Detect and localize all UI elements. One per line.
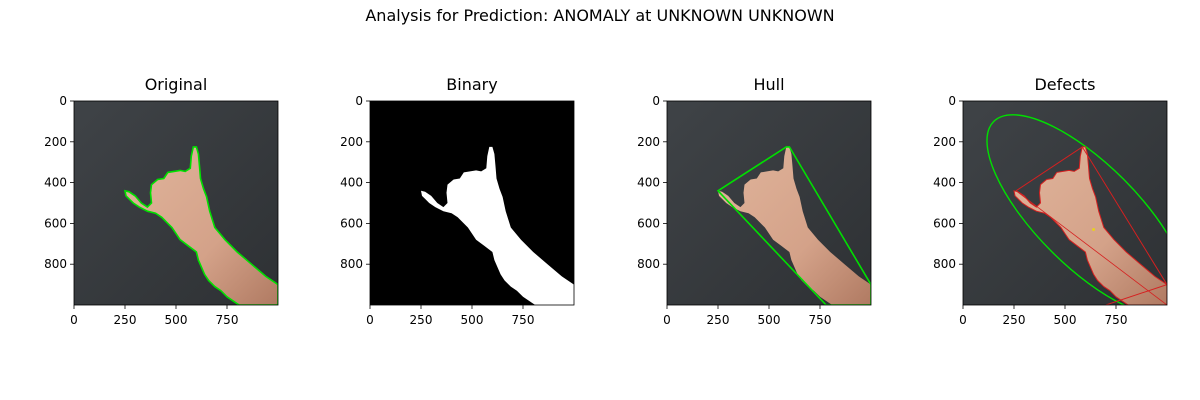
x-tick-label: 500 <box>1054 313 1077 327</box>
figure-title: Analysis for Prediction: ANOMALY at UNKN… <box>365 6 835 25</box>
y-tick-label: 600 <box>933 216 956 230</box>
y-tick-label: 400 <box>44 176 67 190</box>
image-content <box>370 101 574 305</box>
x-tick-label: 0 <box>959 313 967 327</box>
image-content <box>74 101 278 305</box>
hand <box>1014 146 1167 305</box>
y-tick-label: 600 <box>340 216 363 230</box>
subplot-original: Original 0 250 500 750 0 200 400 600 800 <box>44 75 279 335</box>
y-tick-label: 0 <box>355 94 363 108</box>
image-content <box>963 101 1167 305</box>
y-tick-label: 400 <box>637 176 660 190</box>
image-content <box>667 101 871 305</box>
y-tick-label: 800 <box>340 257 363 271</box>
x-tick-label: 750 <box>216 313 239 327</box>
x-tick-label: 0 <box>366 313 374 327</box>
x-tick-label: 500 <box>165 313 188 327</box>
x-tick-label: 500 <box>461 313 484 327</box>
subplot-hull: Hull 0 250 500 750 0 200 400 600 800 <box>637 75 872 335</box>
y-tick-label: 800 <box>637 257 660 271</box>
subplot-title: Hull <box>753 75 785 94</box>
plot-area: 0 250 500 750 0 200 400 600 800 <box>340 94 575 327</box>
subplot-defects: Defects 0 250 500 750 0 200 400 600 800 <box>933 75 1168 335</box>
y-tick-label: 800 <box>44 257 67 271</box>
x-tick-label: 750 <box>809 313 832 327</box>
y-tick-label: 600 <box>44 216 67 230</box>
y-tick-label: 0 <box>652 94 660 108</box>
y-tick-label: 0 <box>948 94 956 108</box>
plot-area: 0 250 500 750 0 200 400 600 800 <box>44 94 279 327</box>
defect-point <box>1092 228 1096 232</box>
defect-lines <box>1015 146 1167 305</box>
x-tick-label: 250 <box>410 313 433 327</box>
plot-area: 0 250 500 750 0 200 400 600 800 <box>933 94 1168 327</box>
defect-line <box>1015 190 1167 305</box>
x-tick-label: 750 <box>1105 313 1128 327</box>
hand <box>718 146 871 305</box>
x-tick-label: 500 <box>758 313 781 327</box>
y-tick-label: 400 <box>340 176 363 190</box>
hand-mask <box>421 146 574 305</box>
y-tick-label: 200 <box>933 135 956 149</box>
hand-contour <box>123 146 278 305</box>
plot-area: 0 250 500 750 0 200 400 600 800 <box>637 94 872 327</box>
defect-contour <box>1013 146 1167 305</box>
fit-ellipse <box>986 114 1167 305</box>
y-tick-label: 0 <box>59 94 67 108</box>
x-tick-label: 250 <box>114 313 137 327</box>
subplot-title: Binary <box>446 75 498 94</box>
x-tick-label: 250 <box>1003 313 1026 327</box>
subplot-binary: Binary 0 250 500 750 0 200 400 600 800 <box>340 75 575 335</box>
convex-hull <box>716 146 871 305</box>
y-tick-label: 200 <box>340 135 363 149</box>
y-tick-label: 600 <box>637 216 660 230</box>
subplot-title: Defects <box>1034 75 1096 94</box>
x-tick-label: 0 <box>70 313 78 327</box>
y-tick-label: 800 <box>933 257 956 271</box>
x-tick-label: 250 <box>707 313 730 327</box>
x-tick-label: 0 <box>663 313 671 327</box>
x-tick-label: 750 <box>512 313 535 327</box>
y-tick-label: 200 <box>637 135 660 149</box>
y-tick-label: 200 <box>44 135 67 149</box>
y-tick-label: 400 <box>933 176 956 190</box>
subplot-title: Original <box>144 75 208 94</box>
hand <box>125 146 278 305</box>
